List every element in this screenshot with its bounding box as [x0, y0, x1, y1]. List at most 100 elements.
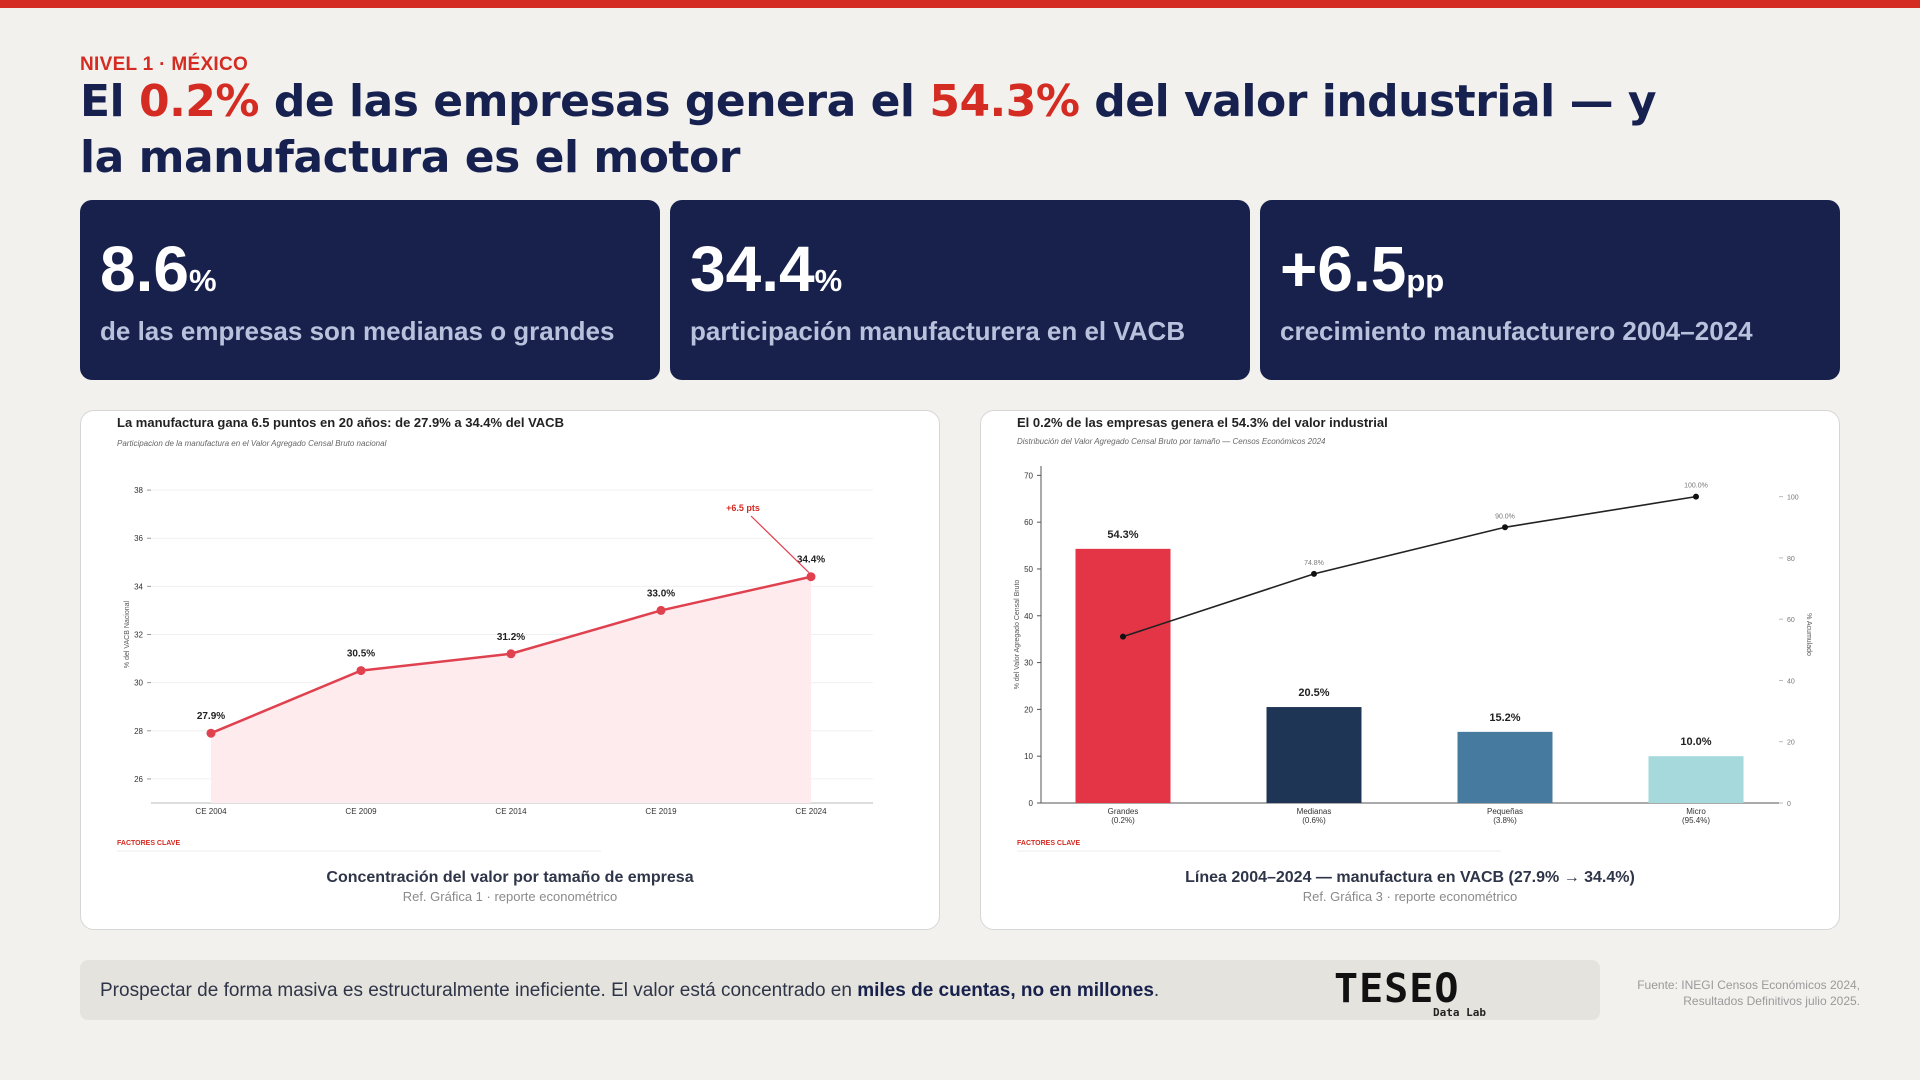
y-tick-label: 60 [1024, 518, 1033, 527]
teseo-logo: TESEO Data Lab [1334, 968, 1494, 1020]
title-highlight: 54.3% [929, 76, 1080, 127]
y2-tick-label: 60 [1787, 617, 1795, 624]
card-reference: Ref. Gráfica 1 · reporte econométrico [402, 889, 618, 904]
y-tick-label: 30 [134, 679, 143, 688]
kpi-unit: % [814, 263, 843, 298]
factores-label: FACTORES CLAVE [1017, 840, 1080, 847]
source-note: Fuente: INEGI Censos Económicos 2024, Re… [1637, 978, 1860, 1008]
x-tick-label: Medianas [1297, 807, 1332, 816]
chart-subtitle: Distribución del Valor Agregado Censal B… [1017, 437, 1326, 446]
kpi-card-growth: +6.5pp crecimiento manufacturero 2004–20… [1260, 200, 1840, 380]
y2-tick-label: 100 [1787, 495, 1799, 502]
y2-tick-label: 40 [1787, 678, 1795, 685]
factores-label: FACTORES CLAVE [117, 840, 180, 847]
bar-value-label: 20.5% [1298, 687, 1329, 699]
cumulative-label: 90.0% [1495, 513, 1515, 520]
chart-title: La manufactura gana 6.5 puntos en 20 año… [117, 415, 564, 430]
page-title: El 0.2% de las empresas genera el 54.3% … [80, 74, 1680, 186]
y-tick-label: 50 [1024, 565, 1033, 574]
footer-message-bar: Prospectar de forma masiva es estructura… [80, 960, 1600, 1020]
x-tick-sublabel: (0.2%) [1111, 816, 1135, 825]
x-tick-label: Grandes [1108, 807, 1139, 816]
annotation-arrow [750, 515, 810, 574]
chart-subtitle: Participacion de la manufactura en el Va… [117, 439, 387, 448]
cumulative-point [1693, 493, 1699, 500]
chart-title: El 0.2% de las empresas genera el 54.3% … [1017, 415, 1388, 430]
cumulative-point [1120, 633, 1126, 640]
data-point [656, 605, 666, 615]
footer-emphasis: miles de cuentas, no en millones [857, 980, 1154, 1001]
x-tick-sublabel: (3.8%) [1493, 816, 1517, 825]
y2-axis-label: % Acumulado [1805, 613, 1812, 656]
card-caption: Línea 2004–2024 — manufactura en VACB (2… [1185, 869, 1635, 886]
y-tick-label: 0 [1029, 799, 1034, 808]
section-kicker: NIVEL 1 · MÉXICO [80, 54, 249, 75]
title-part: de las empresas genera el [259, 76, 930, 127]
card-reference: Ref. Gráfica 3 · reporte econométrico [1302, 889, 1518, 904]
y-axis-label: % del Valor Agregado Censal Bruto [1014, 580, 1021, 690]
x-tick-sublabel: (95.4%) [1682, 816, 1710, 825]
data-point [806, 572, 816, 582]
y-axis-label: % del VACB Nacional [124, 600, 131, 668]
kpi-card-medium-large: 8.6% de las empresas son medianas o gran… [80, 200, 660, 380]
data-point [356, 666, 366, 676]
bar-value-label: 15.2% [1489, 712, 1520, 724]
cumulative-label: 74.8% [1304, 560, 1324, 567]
cumulative-line [1122, 495, 1697, 638]
data-point [206, 728, 216, 738]
data-label: 31.2% [497, 632, 525, 643]
bar [1457, 731, 1553, 803]
x-tick-label: Micro [1686, 807, 1706, 816]
bar-value-label: 54.3% [1107, 529, 1138, 541]
cumulative-point [1502, 524, 1508, 531]
title-highlight: 0.2% [138, 76, 260, 127]
bar-value-label: 10.0% [1680, 736, 1711, 748]
area-fill [211, 576, 811, 803]
x-tick-label: CE 2024 [795, 807, 827, 816]
x-tick-label: Pequeñas [1487, 807, 1523, 816]
annotation-label: +6.5 pts [726, 503, 760, 513]
title-part: El [80, 76, 139, 127]
logo-subtitle: Data Lab [1433, 1006, 1486, 1019]
y-tick-label: 26 [134, 775, 143, 784]
y2-tick-label: 80 [1787, 556, 1795, 563]
data-label: 27.9% [197, 711, 225, 722]
kpi-value: +6.5pp [1280, 233, 1445, 305]
y-tick-label: 30 [1024, 659, 1033, 668]
x-tick-sublabel: (0.6%) [1302, 816, 1326, 825]
x-tick-label: CE 2009 [345, 807, 377, 816]
footer-message: Prospectar de forma masiva es estructura… [100, 980, 1160, 1001]
cumulative-point [1311, 570, 1317, 577]
y-tick-label: 40 [1024, 612, 1033, 621]
data-point [506, 649, 516, 659]
data-label: 30.5% [347, 649, 375, 660]
y-tick-label: 34 [134, 582, 143, 591]
chart-card-manufacturing-line: La manufactura gana 6.5 puntos en 20 año… [80, 410, 940, 930]
y-tick-label: 10 [1024, 752, 1033, 761]
bar-pareto-chart: El 0.2% de las empresas genera el 54.3% … [1014, 415, 1812, 852]
y2-tick-label: 20 [1787, 740, 1795, 747]
kpi-value: 34.4% [690, 233, 843, 305]
y-tick-label: 38 [134, 486, 143, 495]
top-accent-bar [0, 0, 1920, 8]
line-chart: La manufactura gana 6.5 puntos en 20 año… [117, 415, 873, 852]
logo-wordmark: TESEO [1334, 966, 1460, 1012]
x-tick-label: CE 2004 [195, 807, 227, 816]
kpi-label: participación manufacturera en el VACB [690, 316, 1186, 346]
kpi-unit: pp [1406, 263, 1445, 298]
data-label: 34.4% [797, 555, 825, 566]
kpi-unit: % [188, 263, 217, 298]
cumulative-label: 100.0% [1684, 483, 1708, 490]
y-tick-label: 32 [134, 631, 143, 640]
data-label: 33.0% [647, 588, 675, 599]
card-caption: Concentración del valor por tamaño de em… [326, 869, 694, 886]
kpi-label: crecimiento manufacturero 2004–2024 [1280, 316, 1753, 346]
y-tick-label: 20 [1024, 705, 1033, 714]
x-tick-label: CE 2019 [645, 807, 677, 816]
kpi-value: 8.6% [100, 233, 217, 305]
title-part: del valor industrial — y la manufactura … [80, 76, 1657, 183]
x-tick-label: CE 2014 [495, 807, 527, 816]
bar [1266, 707, 1362, 803]
bar [1075, 548, 1171, 803]
y-tick-label: 28 [134, 727, 143, 736]
